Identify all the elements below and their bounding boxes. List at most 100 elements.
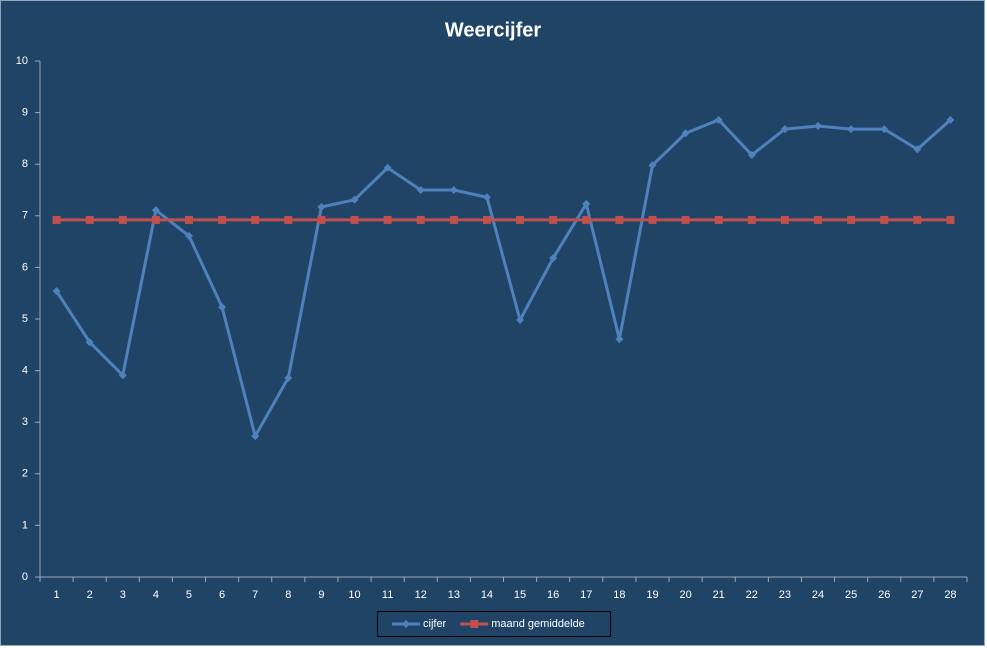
data-point <box>880 215 889 224</box>
data-point <box>549 254 558 263</box>
x-tick-label: 13 <box>448 589 460 601</box>
x-tick-label: 19 <box>646 589 658 601</box>
y-tick-label: 1 <box>22 519 28 531</box>
x-tick-label: 28 <box>944 589 956 601</box>
data-point <box>85 215 94 224</box>
x-tick-label: 23 <box>779 589 791 601</box>
data-point <box>780 125 789 134</box>
data-point <box>218 303 227 312</box>
x-tick-label: 5 <box>186 589 192 601</box>
legend-marker <box>470 620 479 628</box>
data-point <box>184 215 193 224</box>
data-point <box>946 115 955 124</box>
x-tick-label: 8 <box>285 589 291 601</box>
data-point <box>416 186 425 194</box>
data-point <box>118 371 127 380</box>
x-tick-label: 3 <box>120 589 126 601</box>
data-point <box>615 335 624 344</box>
y-tick-label: 9 <box>22 107 28 119</box>
x-tick-label: 14 <box>481 589 493 601</box>
x-tick-label: 26 <box>878 589 890 601</box>
series-line <box>55 118 952 438</box>
data-point <box>648 215 657 224</box>
y-tick-label: 2 <box>22 468 28 480</box>
chart-title: Weercijfer <box>445 19 542 41</box>
data-point <box>284 373 293 382</box>
y-tick-label: 0 <box>22 571 28 583</box>
data-point <box>85 338 94 347</box>
data-point <box>251 432 260 441</box>
data-point <box>747 215 756 224</box>
x-tick-label: 11 <box>382 589 393 601</box>
y-tick-label: 6 <box>22 261 28 273</box>
data-point <box>383 163 392 172</box>
data-point <box>913 145 922 154</box>
x-tick-label: 25 <box>845 589 857 601</box>
data-point <box>549 215 558 224</box>
data-point <box>383 215 392 224</box>
data-point <box>151 206 160 215</box>
legend-label: cijfer <box>423 618 447 630</box>
data-point <box>317 215 326 224</box>
x-tick-label: 9 <box>318 589 324 601</box>
data-point <box>615 215 624 224</box>
data-point <box>847 125 856 134</box>
data-point <box>913 215 922 224</box>
data-point <box>350 195 359 204</box>
data-point <box>151 215 160 224</box>
data-point <box>582 199 591 208</box>
data-point <box>681 129 690 138</box>
data-point <box>251 215 260 224</box>
x-tick-label: 27 <box>911 589 923 601</box>
x-tick-label: 1 <box>53 589 59 601</box>
data-point <box>317 203 326 212</box>
y-tick-label: 5 <box>22 313 28 325</box>
data-point <box>516 316 525 325</box>
data-point <box>714 115 723 124</box>
data-point <box>482 215 491 224</box>
data-point <box>814 122 823 131</box>
data-point <box>780 215 789 224</box>
y-tick-label: 10 <box>16 55 28 67</box>
data-point <box>582 215 591 224</box>
x-tick-label: 2 <box>87 589 93 601</box>
data-point <box>681 215 690 224</box>
data-point <box>449 186 458 194</box>
data-point <box>714 215 723 224</box>
data-point <box>648 161 657 170</box>
x-tick-label: 10 <box>348 589 360 601</box>
x-tick-label: 22 <box>746 589 758 601</box>
data-point <box>118 215 127 224</box>
data-point <box>416 215 425 224</box>
data-point <box>516 215 525 224</box>
data-point <box>747 150 756 159</box>
legend-marker <box>402 620 410 628</box>
y-tick-label: 3 <box>22 416 28 428</box>
x-tick-label: 12 <box>415 589 427 601</box>
data-point <box>52 287 61 296</box>
x-tick-label: 15 <box>514 589 526 601</box>
x-tick-label: 4 <box>153 589 159 601</box>
data-point <box>350 215 359 224</box>
data-point <box>814 215 823 224</box>
data-point <box>847 215 856 224</box>
data-point <box>52 215 61 224</box>
x-tick-label: 24 <box>812 589 824 601</box>
y-tick-label: 7 <box>22 210 28 222</box>
data-point <box>946 215 955 224</box>
data-point <box>880 125 889 134</box>
x-tick-label: 18 <box>613 589 625 601</box>
data-point <box>218 215 227 224</box>
data-point <box>449 215 458 224</box>
x-tick-label: 21 <box>713 589 725 601</box>
x-tick-label: 20 <box>679 589 691 601</box>
y-tick-label: 4 <box>22 365 28 377</box>
y-tick-label: 8 <box>22 158 28 170</box>
data-point <box>284 215 293 224</box>
data-point <box>482 193 491 202</box>
data-point <box>184 231 193 240</box>
x-tick-label: 16 <box>547 589 559 601</box>
legend-label: maand gemiddelde <box>491 618 585 630</box>
